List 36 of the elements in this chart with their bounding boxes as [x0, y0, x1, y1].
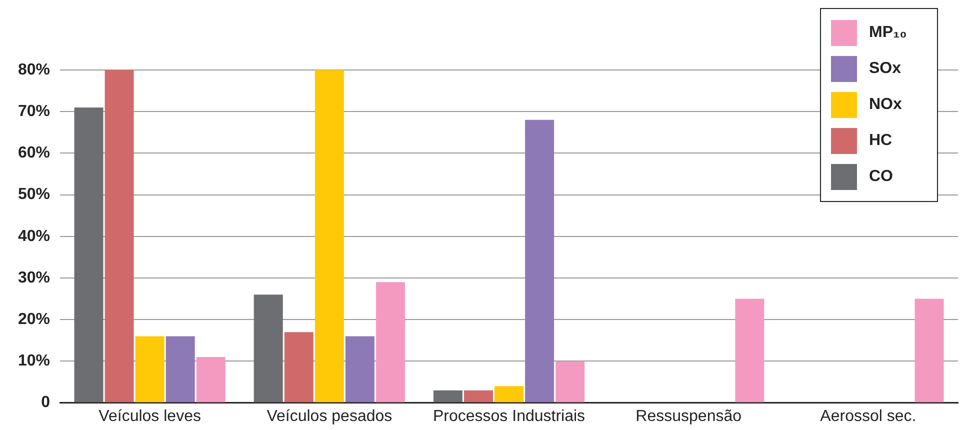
legend-label: HC: [869, 132, 894, 150]
bar: [74, 107, 104, 402]
x-tick-label: Aerossol sec.: [820, 408, 916, 425]
bar: [314, 70, 344, 402]
bar: [914, 298, 944, 402]
y-tick-label: 10%: [18, 352, 50, 370]
y-tick-label: 50%: [18, 186, 50, 204]
legend-label: SOx: [869, 60, 902, 78]
legend-label: MP₁₀: [869, 24, 908, 42]
y-tick-label: 0: [41, 394, 50, 412]
y-tick-label: 20%: [18, 311, 50, 328]
bar: [196, 357, 226, 402]
x-tick-label: Veículos pesados: [266, 408, 392, 425]
bar: [376, 282, 405, 402]
legend-label: NOx: [869, 96, 903, 114]
x-tick-label: Ressuspensão: [636, 408, 742, 425]
bar: [464, 390, 493, 402]
y-tick-label: 40%: [18, 228, 50, 245]
bar: [556, 361, 585, 402]
bar: [166, 336, 195, 402]
bar: [433, 390, 462, 402]
y-tick-label: 60%: [18, 144, 50, 162]
bar: [525, 120, 554, 402]
bar: [735, 298, 764, 402]
y-tick-label: 80%: [18, 61, 50, 78]
y-tick-label: 70%: [18, 103, 50, 120]
y-tick-label: 30%: [18, 269, 50, 286]
bar: [104, 70, 134, 402]
x-tick-label: Processos Industriais: [432, 408, 586, 425]
legend-label: CO: [869, 168, 894, 186]
bar: [254, 294, 283, 402]
bar: [284, 332, 314, 402]
x-tick-label: Veículos leves: [98, 408, 201, 425]
bar: [135, 336, 164, 402]
bar: [345, 336, 374, 402]
bar: [494, 386, 524, 402]
